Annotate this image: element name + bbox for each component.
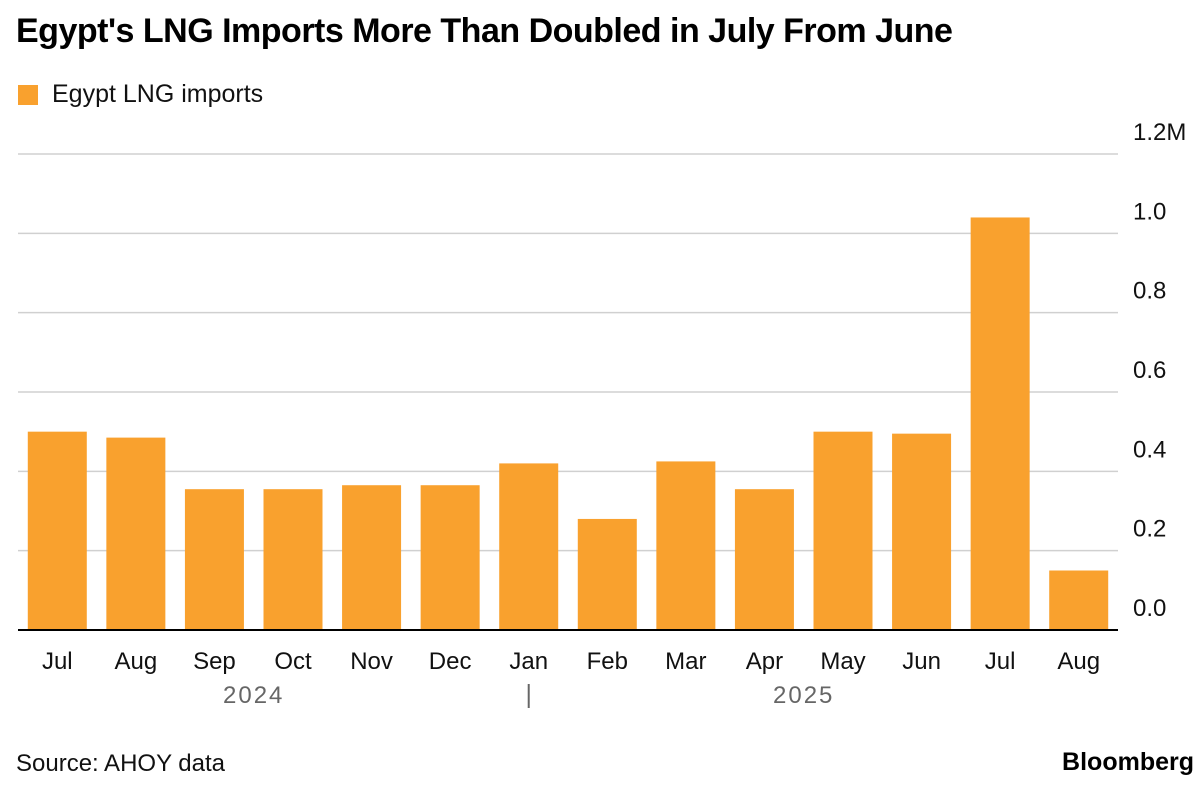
x-tick-label: Feb: [587, 648, 628, 675]
bar: [420, 485, 480, 630]
bar: [813, 431, 873, 630]
bloomberg-logo: Bloomberg: [1062, 748, 1194, 776]
x-tick-label: Aug: [1057, 648, 1100, 675]
axes: 0.0 0.2 0.4 0.6 0.8 1.0 1.2M Jul Aug Sep Oct Nov Dec…: [18, 119, 1186, 709]
bar: [184, 489, 244, 630]
legend-label: Egypt LNG imports: [52, 80, 264, 108]
x-tick-label: Aug: [115, 648, 158, 675]
x-tick-label: Mar: [665, 648, 706, 675]
x-tick-label: May: [820, 648, 865, 675]
bars: [27, 217, 1109, 630]
x-tick-label: Oct: [274, 648, 312, 675]
bar: [970, 217, 1030, 630]
bar: [1049, 570, 1109, 630]
y-tick-label: 0.2: [1133, 516, 1166, 543]
bar: [734, 489, 794, 630]
source-note: Source: AHOY data: [16, 750, 226, 777]
x-tick-label: Sep: [193, 648, 236, 675]
x-tick-label: Jun: [902, 648, 941, 675]
x-tick-label: Nov: [350, 648, 393, 675]
bar: [892, 433, 952, 630]
bar: [106, 437, 166, 630]
chart-title: Egypt's LNG Imports More Than Doubled in…: [16, 12, 953, 50]
x-tick-label: Apr: [746, 648, 783, 675]
year-label: 2025: [773, 682, 834, 709]
bar: [656, 461, 716, 630]
x-tick-label: Dec: [429, 648, 472, 675]
gridlines: [18, 153, 1118, 552]
bar: [27, 431, 87, 630]
bar: [577, 518, 637, 630]
year-label: 2024: [223, 682, 284, 709]
x-tick-label: Jan: [509, 648, 548, 675]
x-tick-label: Jul: [985, 648, 1016, 675]
x-tick-label: Jul: [42, 648, 73, 675]
bar: [263, 489, 323, 630]
legend-swatch: [18, 84, 38, 105]
y-tick-label: 0.4: [1133, 436, 1166, 463]
bar: [342, 485, 402, 630]
y-tick-label: 0.8: [1133, 278, 1166, 305]
y-tick-label: 1.0: [1133, 198, 1166, 225]
y-tick-label: 0.0: [1133, 595, 1166, 622]
y-tick-label: 1.2M: [1133, 119, 1186, 146]
legend: Egypt LNG imports: [18, 80, 263, 109]
y-tick-label: 0.6: [1133, 357, 1166, 384]
bar: [499, 463, 559, 630]
